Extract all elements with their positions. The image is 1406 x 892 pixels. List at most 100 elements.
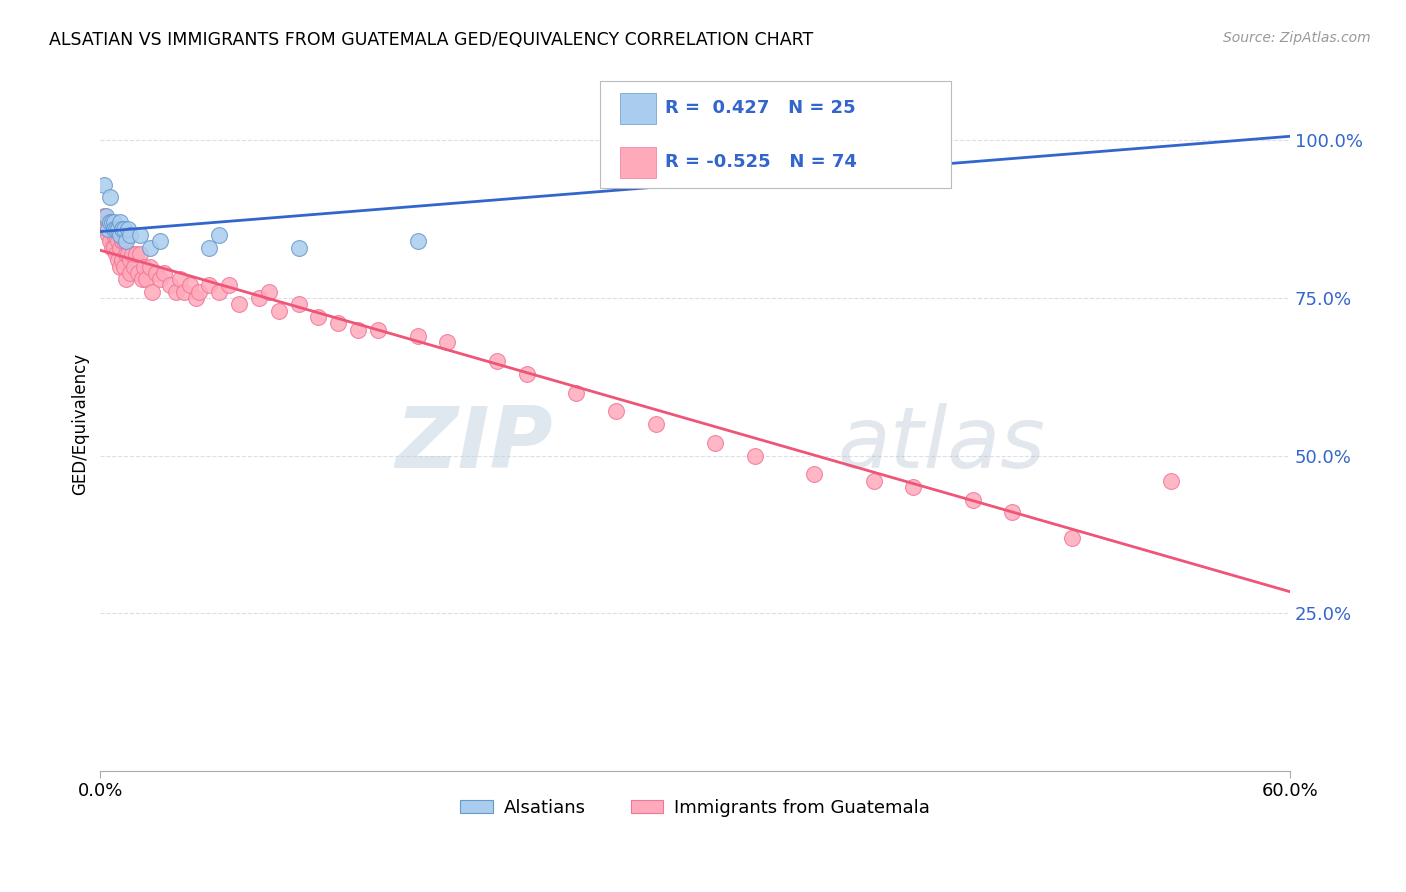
Point: [112, 260, 135, 274]
Point: [141, 285, 163, 299]
Point: [903, 480, 925, 494]
Point: [436, 335, 458, 350]
Point: [149, 272, 172, 286]
Point: [108, 241, 131, 255]
Text: atlas: atlas: [838, 403, 1046, 486]
Point: [704, 436, 727, 450]
Point: [117, 221, 139, 235]
Point: [159, 278, 181, 293]
Point: [101, 221, 124, 235]
Point: [188, 285, 211, 299]
Point: [208, 227, 231, 242]
Text: R = -0.525   N = 74: R = -0.525 N = 74: [665, 153, 858, 171]
Point: [132, 260, 155, 274]
Point: [96, 221, 118, 235]
Point: [107, 253, 129, 268]
Point: [105, 247, 128, 261]
Point: [108, 227, 131, 242]
Point: [93, 178, 115, 192]
Legend: Alsatians, Immigrants from Guatemala: Alsatians, Immigrants from Guatemala: [453, 791, 938, 824]
Point: [257, 285, 280, 299]
Text: ALSATIAN VS IMMIGRANTS FROM GUATEMALA GED/EQUIVALENCY CORRELATION CHART: ALSATIAN VS IMMIGRANTS FROM GUATEMALA GE…: [49, 31, 814, 49]
Point: [98, 215, 121, 229]
Point: [127, 266, 149, 280]
Point: [1160, 474, 1182, 488]
Point: [117, 247, 139, 261]
Point: [347, 322, 370, 336]
Point: [307, 310, 329, 324]
Point: [605, 404, 627, 418]
Text: R =  0.427   N = 25: R = 0.427 N = 25: [665, 99, 856, 117]
Point: [145, 266, 167, 280]
Point: [179, 278, 201, 293]
Point: [111, 221, 134, 235]
Point: [129, 247, 152, 261]
Point: [120, 266, 142, 280]
Point: [121, 247, 143, 261]
FancyBboxPatch shape: [620, 93, 657, 124]
Point: [111, 235, 134, 249]
Point: [107, 235, 129, 249]
Text: Source: ZipAtlas.com: Source: ZipAtlas.com: [1223, 31, 1371, 45]
Point: [287, 241, 309, 255]
Point: [125, 247, 148, 261]
Point: [129, 227, 152, 242]
Point: [267, 303, 290, 318]
Point: [842, 133, 865, 147]
Point: [112, 235, 135, 249]
Point: [565, 385, 588, 400]
Point: [139, 260, 162, 274]
Point: [98, 215, 121, 229]
Point: [115, 272, 138, 286]
Point: [208, 285, 231, 299]
Point: [406, 235, 429, 249]
FancyBboxPatch shape: [600, 81, 950, 188]
Point: [97, 227, 120, 242]
Point: [101, 241, 124, 255]
Point: [1060, 531, 1083, 545]
Point: [135, 272, 157, 286]
Point: [120, 253, 142, 268]
Point: [803, 467, 825, 482]
Point: [108, 215, 131, 229]
Point: [103, 221, 125, 235]
Point: [139, 241, 162, 255]
Point: [111, 253, 134, 268]
Point: [98, 235, 121, 249]
Point: [962, 492, 984, 507]
Point: [247, 291, 270, 305]
Point: [644, 417, 666, 431]
Point: [406, 328, 429, 343]
Point: [93, 209, 115, 223]
Point: [103, 227, 125, 242]
Point: [107, 221, 129, 235]
Point: [103, 215, 125, 229]
Point: [184, 291, 207, 305]
Point: [97, 215, 120, 229]
Point: [744, 449, 766, 463]
FancyBboxPatch shape: [620, 147, 657, 178]
Y-axis label: GED/Equivalency: GED/Equivalency: [72, 353, 89, 495]
Point: [228, 297, 250, 311]
Point: [367, 322, 389, 336]
Point: [485, 354, 508, 368]
Point: [98, 190, 121, 204]
Point: [122, 260, 145, 274]
Point: [131, 272, 153, 286]
Point: [108, 260, 131, 274]
Point: [165, 285, 187, 299]
Point: [218, 278, 240, 293]
Point: [173, 285, 195, 299]
Point: [198, 278, 221, 293]
Point: [198, 241, 221, 255]
Point: [169, 272, 191, 286]
Point: [862, 474, 884, 488]
Point: [287, 297, 309, 311]
Point: [328, 316, 350, 330]
Point: [103, 241, 125, 255]
Point: [96, 209, 118, 223]
Point: [153, 266, 176, 280]
Point: [105, 221, 128, 235]
Point: [105, 227, 128, 242]
Point: [112, 221, 135, 235]
